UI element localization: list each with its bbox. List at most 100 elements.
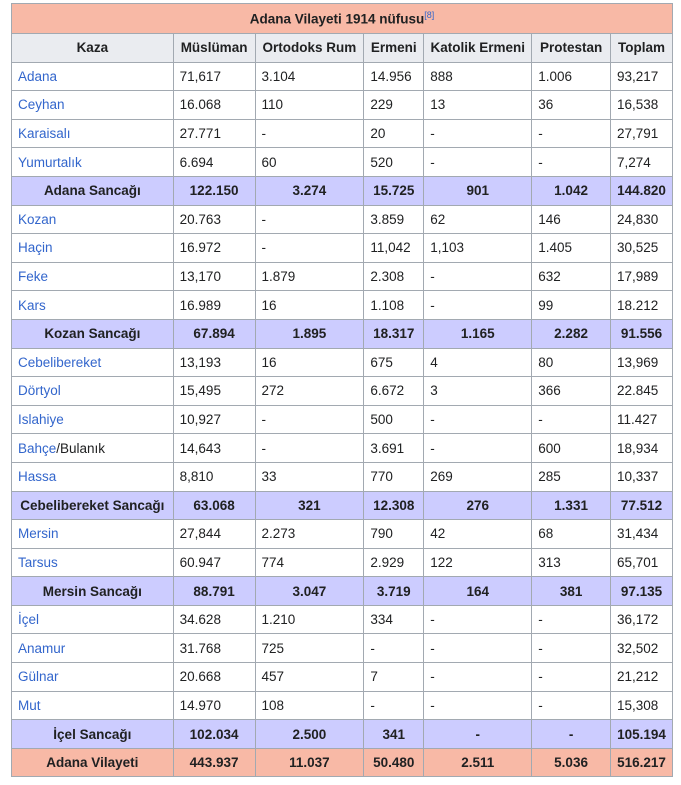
column-header: Protestan: [531, 33, 611, 63]
table-row: Adana 71,617 3.104 14.956 888 1.006 93,217: [11, 61, 674, 92]
table-row: Islahiye 10,927-500- -11.427: [11, 404, 674, 435]
column-header: Ortodoks Rum: [254, 33, 365, 63]
value-cell: 2.929: [363, 547, 425, 578]
value-cell: 36,172: [609, 604, 674, 635]
kaza-link[interactable]: Kozan: [18, 211, 57, 227]
value-cell: 91.556: [609, 318, 674, 349]
value-cell: 22.845: [609, 376, 674, 406]
value-cell: 1.895: [254, 318, 365, 349]
value-cell: 16,538: [609, 90, 674, 120]
kaza-name-cell: Ceyhan: [11, 90, 174, 120]
kaza-name-cell: Gülnar: [11, 662, 174, 692]
value-cell: -: [423, 662, 533, 692]
kaza-link[interactable]: Mersin: [18, 526, 59, 542]
reference-link[interactable]: [8]: [424, 10, 435, 21]
kaza-name-cell: Adana Vilayeti: [11, 747, 174, 778]
column-header: Müslüman: [172, 33, 256, 63]
table-row: Mersin 27,844 2.273 790 42 68 31,434: [11, 519, 674, 549]
value-cell: 16: [254, 347, 365, 378]
value-cell: 67.894: [172, 318, 256, 349]
value-cell: -: [363, 690, 425, 721]
value-cell: 60.947: [172, 547, 256, 578]
kaza-link[interactable]: Adana: [18, 68, 58, 84]
value-cell: 18.317: [363, 318, 425, 349]
value-cell: -: [254, 118, 365, 149]
sancak-subtotal-row: Mersin Sancağı 88.791 3.047 3.719 164 381 97.1…: [11, 576, 674, 606]
kaza-link[interactable]: İçel: [18, 612, 40, 628]
kaza-link[interactable]: Yumurtalık: [18, 154, 82, 170]
kaza-link[interactable]: Ceyhan: [18, 97, 65, 113]
table-row: Kars 16.989 16 1.108-99 18.212: [11, 290, 674, 320]
table-row: İçel 34.628 1.210 334- -36,172: [11, 604, 674, 635]
value-cell: 3.104: [254, 61, 365, 92]
value-cell: 15,308: [609, 690, 674, 721]
value-cell: -: [423, 433, 533, 463]
kaza-link[interactable]: Gülnar: [18, 669, 59, 685]
value-cell: 366: [531, 376, 611, 406]
kaza-name-cell: Kozan: [11, 204, 174, 235]
kaza-name-cell: Anamur: [11, 633, 174, 664]
value-cell: 13,170: [172, 261, 256, 292]
kaza-name-cell: Yumurtalık: [11, 147, 174, 177]
value-cell: 7,274: [609, 147, 674, 177]
value-cell: 632: [531, 261, 611, 292]
value-cell: 1,103: [423, 233, 533, 263]
kaza-link[interactable]: Haçin: [18, 240, 53, 256]
value-cell: 33: [254, 461, 365, 492]
kaza-link[interactable]: Cebelibereket: [18, 354, 102, 370]
value-cell: 457: [254, 662, 365, 692]
kaza-link[interactable]: Islahiye: [18, 412, 64, 428]
value-cell: -: [531, 690, 611, 721]
table-row: Gülnar 20.668 457 7- -21,212: [11, 662, 674, 692]
value-cell: 790: [363, 519, 425, 549]
kaza-link[interactable]: Feke: [18, 269, 49, 285]
value-cell: 6.694: [172, 147, 256, 177]
value-cell: 164: [423, 576, 533, 606]
value-cell: 11.427: [609, 404, 674, 435]
value-cell: 1.210: [254, 604, 365, 635]
kaza-link[interactable]: Karaisalı: [18, 126, 71, 142]
kaza-link[interactable]: Dörtyol: [18, 383, 61, 399]
value-cell: 42: [423, 519, 533, 549]
value-cell: 80: [531, 347, 611, 378]
value-cell: 229: [363, 90, 425, 120]
column-header: Toplam: [609, 33, 674, 63]
kaza-link[interactable]: Kars: [18, 297, 46, 313]
value-cell: 16.068: [172, 90, 256, 120]
value-cell: 770: [363, 461, 425, 492]
value-cell: 321: [254, 490, 365, 521]
value-cell: 1.331: [531, 490, 611, 521]
kaza-name-cell: Tarsus: [11, 547, 174, 578]
value-cell: -: [423, 690, 533, 721]
value-cell: 32,502: [609, 633, 674, 664]
value-cell: -: [531, 404, 611, 435]
value-cell: -: [531, 662, 611, 692]
table-title: Adana Vilayeti 1914 nüfusu[8]: [11, 3, 673, 34]
value-cell: 16.989: [172, 290, 256, 320]
value-cell: 3.274: [254, 175, 365, 206]
value-cell: -: [531, 147, 611, 177]
value-cell: 3.691: [363, 433, 425, 463]
kaza-link[interactable]: Bahçe: [18, 440, 57, 456]
value-cell: 110: [254, 90, 365, 120]
value-cell: 2.282: [531, 318, 611, 349]
value-cell: 102.034: [172, 719, 256, 749]
kaza-name-cell: Karaisalı: [11, 118, 174, 149]
value-cell: 7: [363, 662, 425, 692]
value-cell: 122.150: [172, 175, 256, 206]
kaza-link[interactable]: Mut: [18, 697, 41, 713]
kaza-link[interactable]: Anamur: [18, 640, 66, 656]
value-cell: 27.771: [172, 118, 256, 149]
value-cell: 144.820: [609, 175, 674, 206]
table-row: Tarsus 60.947 774 2.929 122 313 65,701: [11, 547, 674, 578]
value-cell: 3.047: [254, 576, 365, 606]
value-cell: 13,193: [172, 347, 256, 378]
kaza-name-cell: Mersin Sancağı: [11, 576, 174, 606]
table-row: Anamur 31.768 725- - -32,502: [11, 633, 674, 664]
table-title-row: Adana Vilayeti 1914 nüfusu[8]: [11, 3, 673, 34]
kaza-link[interactable]: Tarsus: [18, 554, 58, 570]
value-cell: 15,495: [172, 376, 256, 406]
value-cell: 27,791: [609, 118, 674, 149]
kaza-link[interactable]: Hassa: [18, 469, 57, 485]
value-cell: 62: [423, 204, 533, 235]
